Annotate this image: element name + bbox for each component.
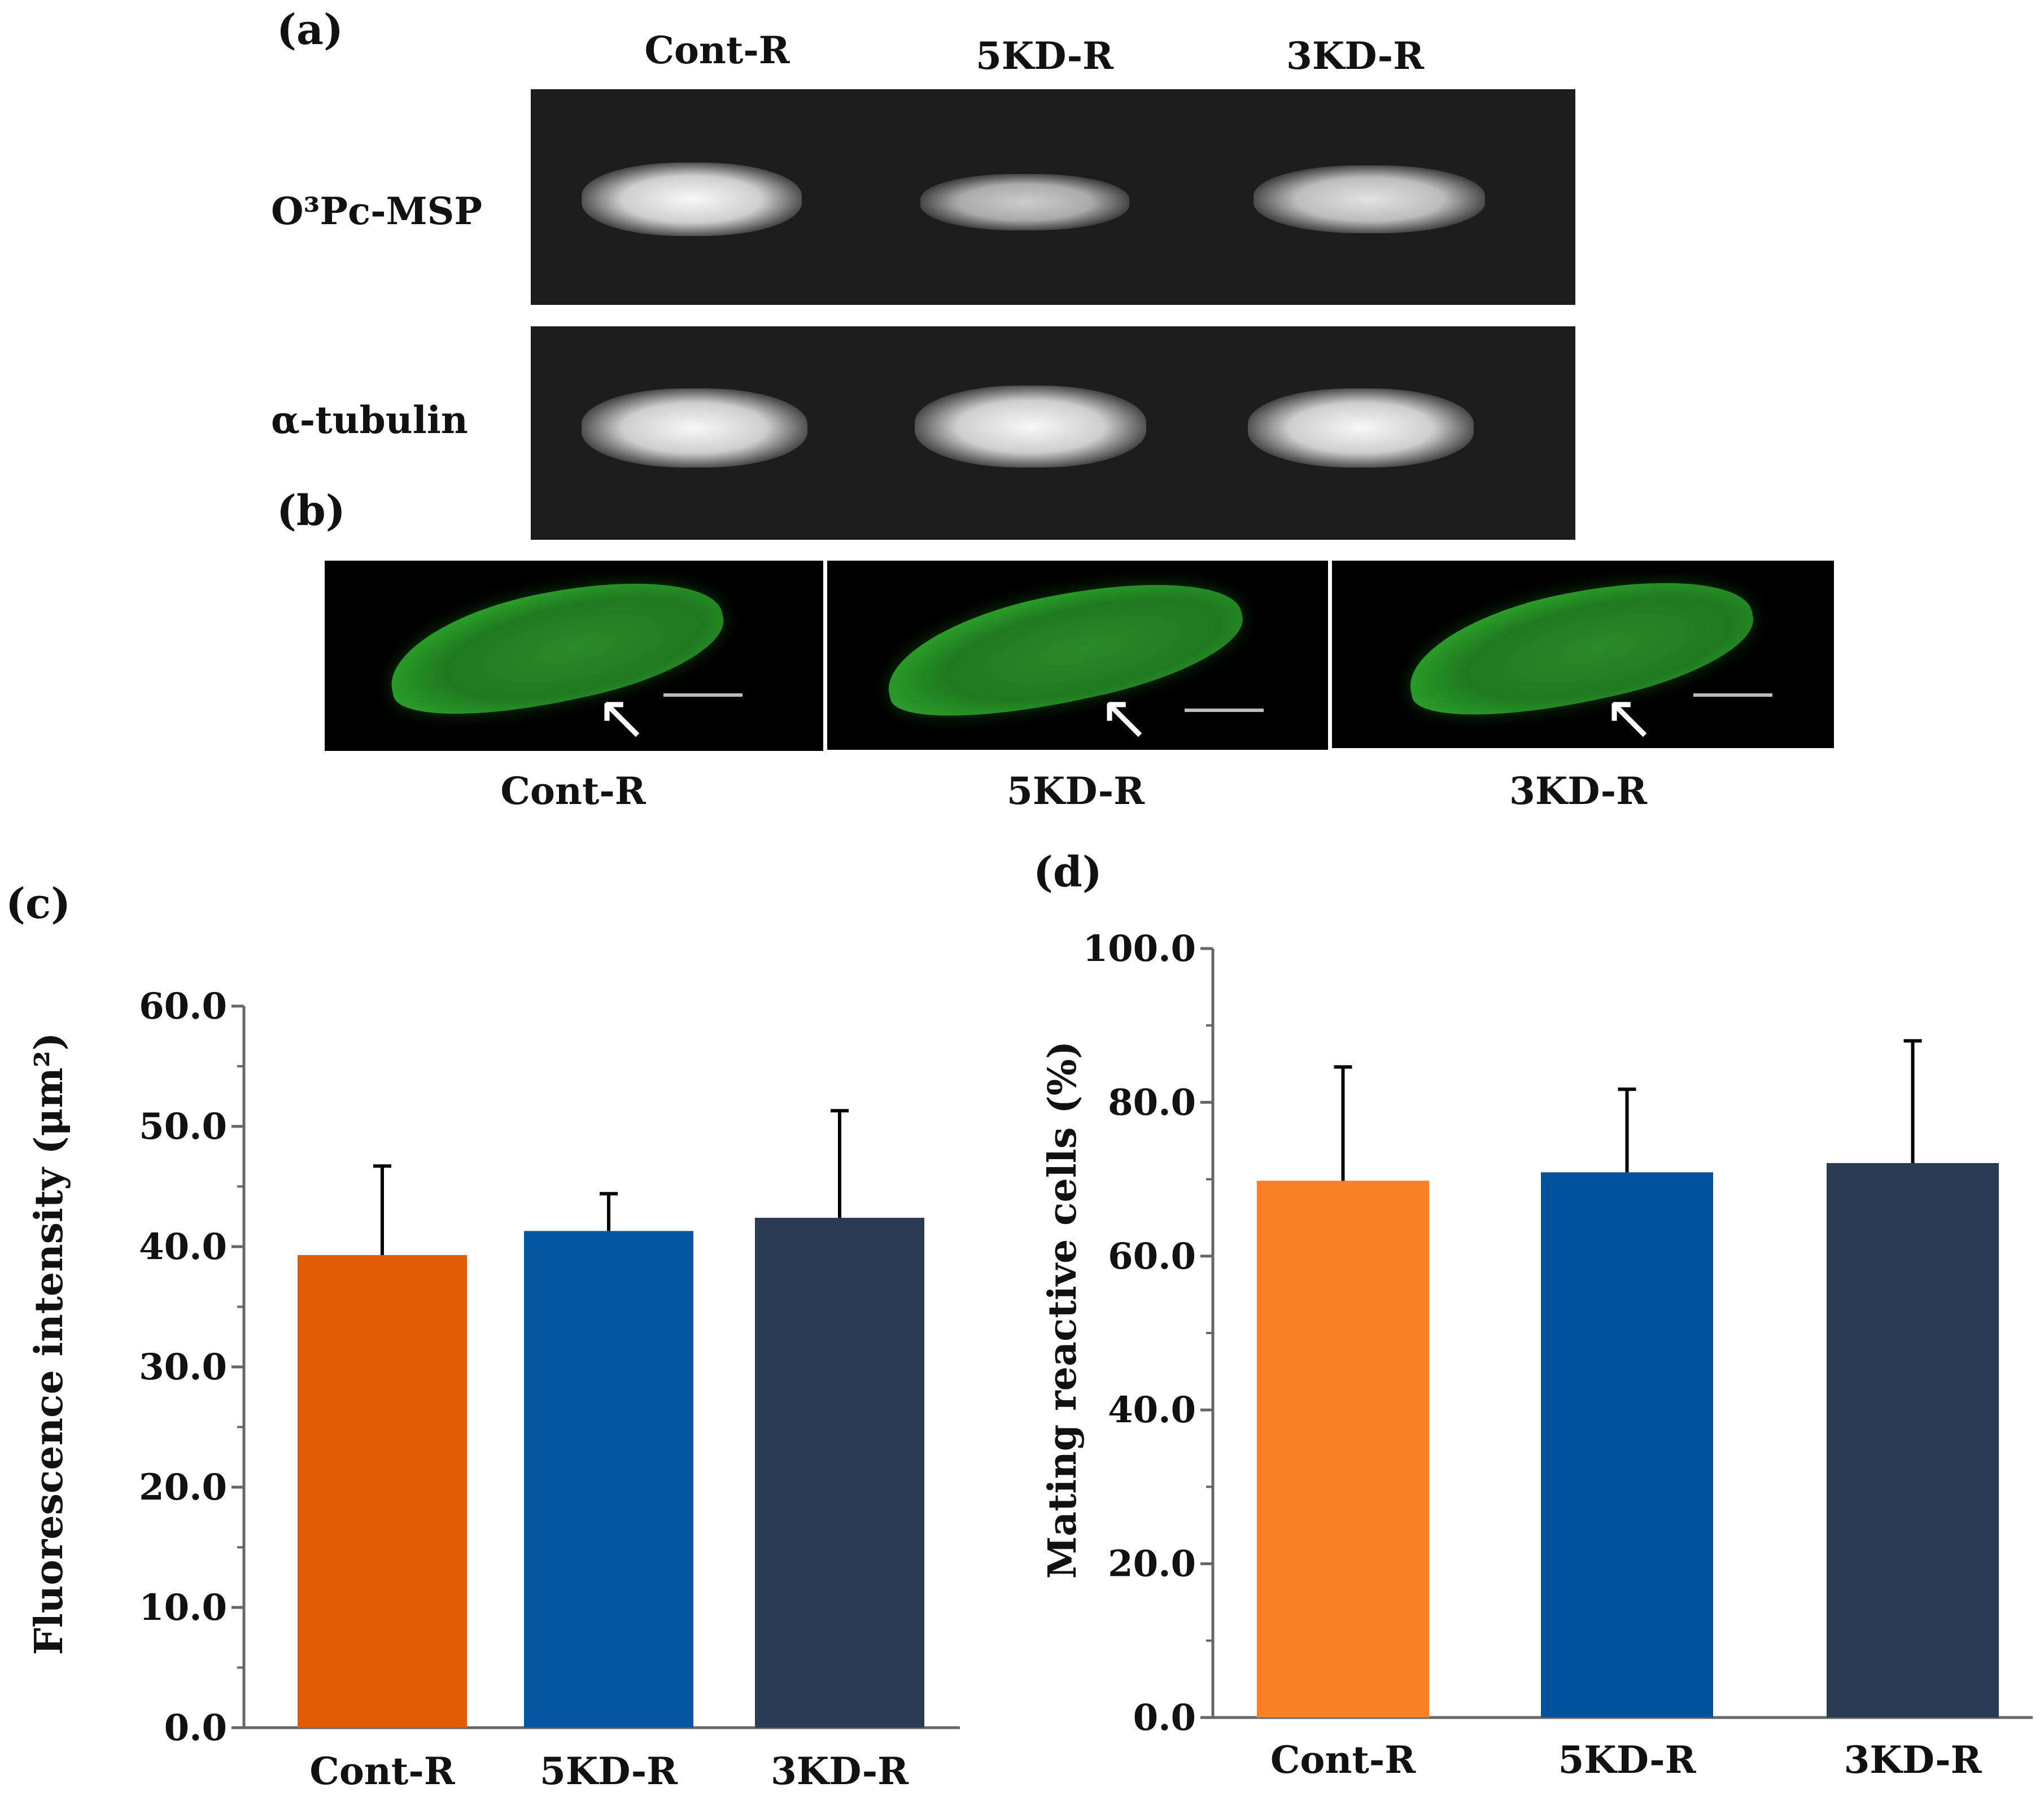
image-label-3kd-r: 3KD-R xyxy=(1509,769,1647,813)
x-category-label: 3KD-R xyxy=(1844,1738,1982,1782)
x-category-label: Cont-R xyxy=(1270,1738,1416,1782)
y-axis-title: Mating reactive cells (%) xyxy=(1040,1041,1085,1579)
image-label-cont-r: Cont-R xyxy=(500,769,646,813)
y-axis-title: Fluorescence intensity (μm²) xyxy=(27,1033,72,1655)
bar-cont-r xyxy=(1257,1181,1429,1718)
panel-c-letter: (c) xyxy=(6,880,71,928)
y-tick-label: 20.0 xyxy=(1108,1543,1196,1585)
y-tick-label: 20.0 xyxy=(139,1466,227,1509)
scale-bar xyxy=(663,693,743,697)
micrograph-cont-r: ↖ xyxy=(325,561,823,751)
band-tubulin-5kd xyxy=(915,386,1146,467)
band-msp-3kd xyxy=(1254,165,1485,233)
y-tick-label: 60.0 xyxy=(1108,1235,1196,1278)
x-category-label: 5KD-R xyxy=(540,1749,678,1793)
panel-b-letter: (b) xyxy=(277,487,346,535)
bar-3kd-r xyxy=(755,1217,924,1728)
arrow-icon: ↖ xyxy=(1098,681,1151,750)
chart-d: 0.0 20.0 40.0 60.0 80.0 100.0 Cont-R 5KD-R 3KD-R… xyxy=(1040,928,2033,1782)
y-tick-label: 40.0 xyxy=(1108,1389,1196,1431)
y-tick-label: 80.0 xyxy=(1108,1081,1196,1124)
arrow-icon: ↖ xyxy=(596,681,648,751)
y-tick-label: 0.0 xyxy=(164,1707,227,1749)
lane-label-cont-r: Cont-R xyxy=(644,28,790,72)
x-category-label: 3KD-R xyxy=(771,1749,909,1793)
micrograph-5kd-r: ↖ xyxy=(827,561,1328,750)
band-msp-5kd xyxy=(920,174,1129,230)
x-category-label: 5KD-R xyxy=(1558,1738,1697,1782)
band-msp-cont xyxy=(582,163,802,236)
band-tubulin-cont xyxy=(582,388,807,467)
gel-msp xyxy=(531,89,1575,305)
bar-5kd-r xyxy=(524,1231,693,1728)
scale-bar xyxy=(1693,693,1772,697)
arrow-icon: ↖ xyxy=(1603,681,1656,748)
y-tick-label: 100.0 xyxy=(1083,928,1196,970)
y-tick-label: 50.0 xyxy=(139,1105,227,1148)
image-label-5kd-r: 5KD-R xyxy=(1007,769,1145,813)
bar-5kd-r xyxy=(1541,1172,1713,1718)
y-tick-label: 60.0 xyxy=(139,985,227,1028)
panel-d-letter: (d) xyxy=(1033,848,1102,897)
panel-a-letter: (a) xyxy=(277,6,343,54)
y-tick-label: 30.0 xyxy=(139,1346,227,1388)
bar-3kd-r xyxy=(1827,1163,1999,1718)
band-tubulin-3kd xyxy=(1248,388,1474,467)
micrograph-3kd-r: ↖ xyxy=(1332,561,1834,748)
y-tick-label: 40.0 xyxy=(139,1226,227,1268)
y-tick-label: 0.0 xyxy=(1133,1697,1196,1739)
x-category-label: Cont-R xyxy=(309,1749,455,1793)
bar-cont-r xyxy=(298,1255,467,1728)
lane-label-5kd-r: 5KD-R xyxy=(976,34,1113,78)
lane-label-3kd-r: 3KD-R xyxy=(1286,34,1424,78)
gel-tubulin xyxy=(531,326,1575,540)
scale-bar xyxy=(1185,709,1264,712)
row-label-msp: O³Pc-MSP xyxy=(271,189,482,233)
y-tick-label: 10.0 xyxy=(139,1587,227,1629)
row-label-tubulin: α-tubulin xyxy=(271,398,468,442)
chart-c: 0.0 10.0 20.0 30.0 40.0 50.0 60.0 Cont-R 5KD-R 3K… xyxy=(27,985,960,1793)
